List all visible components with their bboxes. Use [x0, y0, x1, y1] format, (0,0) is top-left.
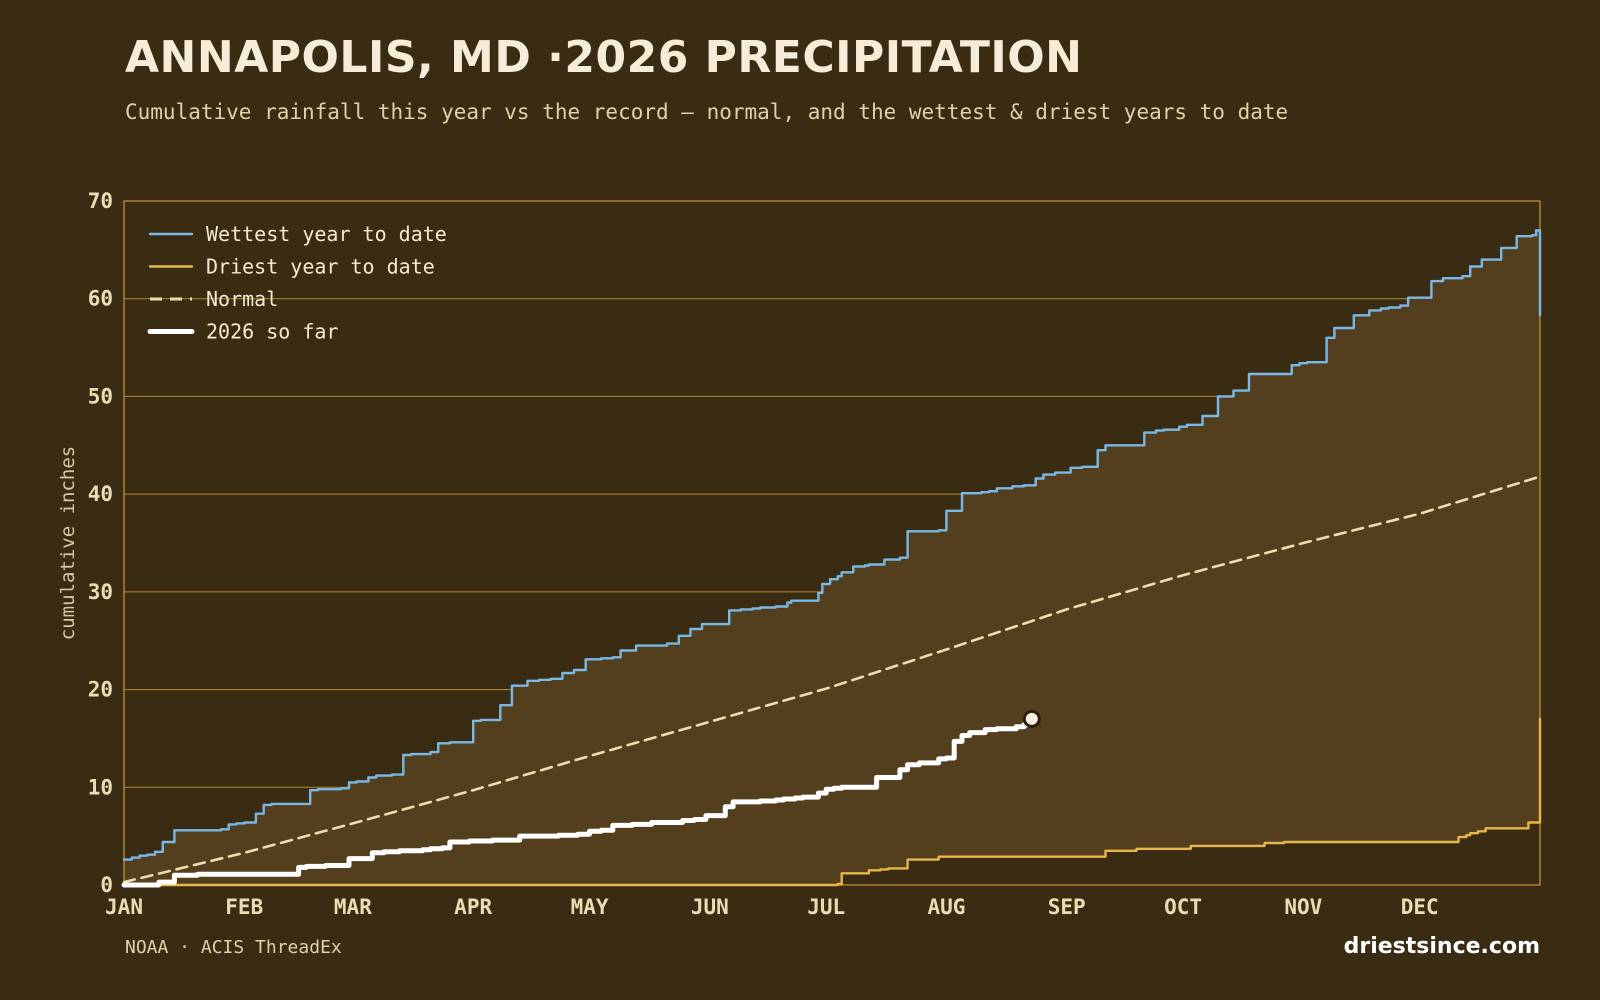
y-axis-label: cumulative inches: [57, 446, 79, 640]
source-credit: NOAA · ACIS ThreadEx: [125, 937, 342, 958]
x-tick-label: FEB: [225, 895, 263, 919]
x-tick-label: JUN: [691, 895, 729, 919]
y-tick-label: 70: [88, 189, 113, 213]
x-tick-label: MAR: [334, 895, 372, 919]
x-tick-label: JUL: [807, 895, 845, 919]
series-line-driest-year-to-date: [122, 717, 1542, 887]
x-tick-label: NOV: [1284, 895, 1322, 919]
site-link[interactable]: driestsince.com: [1343, 934, 1540, 959]
y-tick-label: 40: [88, 482, 113, 506]
x-tick-label: MAY: [571, 895, 609, 919]
series-group: [121, 229, 1542, 888]
y-tick-label: 10: [88, 775, 113, 799]
x-axis: JAN FEB MAR APR MAY JUN JUL AUG SEP OCT NOV DEC: [105, 895, 1439, 919]
legend-label: Normal: [206, 287, 278, 311]
x-tick-label: JAN: [105, 895, 143, 919]
series-line-wettest-year-to-date: [122, 229, 1542, 861]
y-tick-label: 30: [88, 580, 113, 604]
x-tick-label: APR: [454, 895, 492, 919]
x-tick-label: OCT: [1164, 895, 1202, 919]
current-day-marker: [1022, 709, 1041, 728]
chart-subtitle: Cumulative rainfall this year vs the rec…: [125, 100, 1289, 124]
x-tick-label: DEC: [1401, 895, 1439, 919]
legend-label: 2026 so far: [206, 320, 338, 344]
legend: Wettest year to date Driest year to date N…: [147, 222, 447, 344]
chart-title: ANNAPOLIS, MD ·2026 PRECIPITATION: [125, 32, 1083, 83]
series-line-normal: [122, 475, 1542, 884]
x-tick-label: AUG: [927, 895, 965, 919]
y-tick-label: 60: [88, 287, 113, 311]
legend-label: Driest year to date: [206, 255, 435, 279]
y-axis: 0 10 20 30 40 50 60 70: [88, 189, 113, 897]
legend-label: Wettest year to date: [206, 222, 447, 246]
y-tick-label: 50: [88, 384, 113, 408]
y-tick-label: 0: [100, 873, 113, 897]
y-tick-label: 20: [88, 678, 113, 702]
series-line-2026-so-far: [121, 716, 1035, 888]
x-tick-label: SEP: [1048, 895, 1086, 919]
